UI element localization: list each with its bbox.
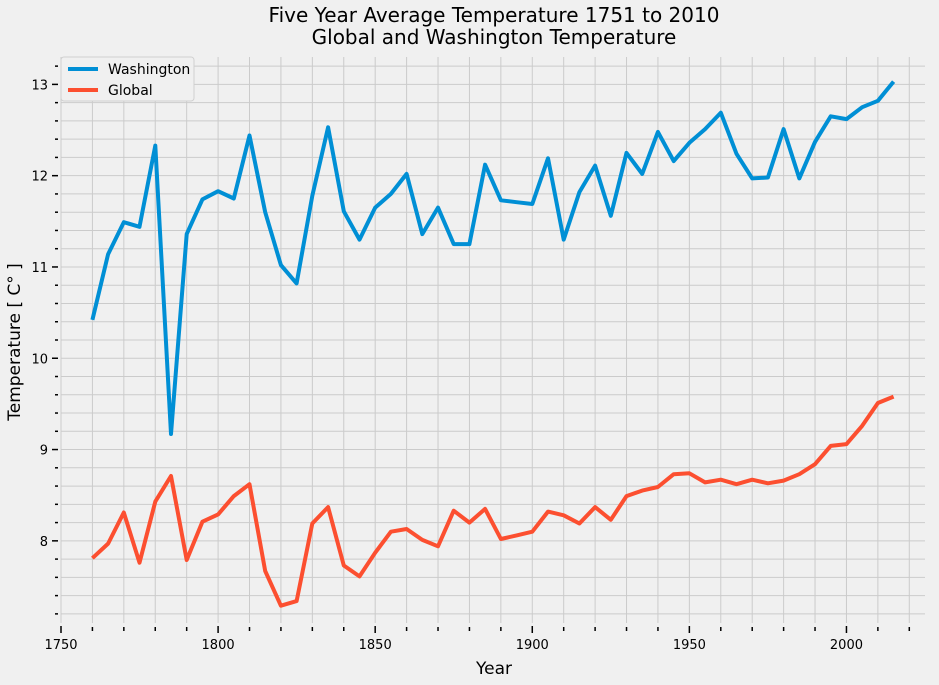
y-tick-label: 13: [31, 78, 48, 93]
series-line-global: [91, 394, 895, 608]
y-tick-label: 11: [31, 261, 48, 276]
grid: [60, 57, 925, 623]
series-line-washington: [90, 80, 896, 436]
axes: 1750 1800 1850 1900 1950 2000 8 9 10 11 12 13: [31, 65, 911, 653]
series-lines: [90, 80, 896, 608]
chart-subtitle: Global and Washington Temperature: [312, 25, 677, 49]
y-tick-label: 9: [40, 444, 48, 459]
y-tick-label: 12: [31, 170, 48, 185]
x-tick-label: 1800: [202, 638, 235, 653]
x-tick-label: 2000: [830, 638, 863, 653]
x-tick-label: 1850: [359, 638, 392, 653]
x-tick-label: 1750: [44, 638, 77, 653]
chart-title: Five Year Average Temperature 1751 to 20…: [269, 3, 720, 27]
x-axis-label: Year: [475, 659, 512, 679]
legend-label-global: Global: [108, 83, 153, 99]
y-tick-label: 10: [31, 352, 48, 367]
y-tick-label: 8: [40, 535, 48, 550]
x-tick-label: 1900: [516, 638, 549, 653]
y-axis-label: Temperature [ C° ]: [5, 263, 25, 422]
legend-label-washington: Washington: [108, 62, 190, 78]
x-tick-label: 1950: [673, 638, 706, 653]
legend: Washington Global: [60, 56, 195, 102]
